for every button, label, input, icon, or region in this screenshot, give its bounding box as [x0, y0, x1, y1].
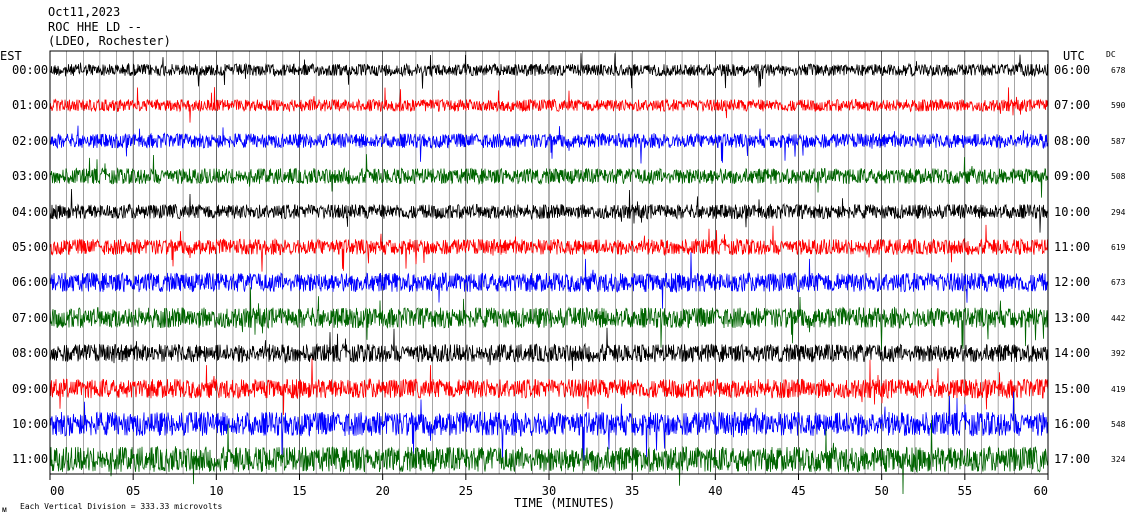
trace-row: [49, 87, 1049, 123]
trace-row: [49, 327, 1049, 371]
dc-value-label: 587: [1111, 136, 1126, 146]
dc-value-label: 673: [1111, 278, 1126, 288]
trace-row: [49, 125, 1049, 164]
utc-hour-label: 11:00: [1054, 240, 1091, 254]
x-axis-ticks: 00 05 10 15 20 25 30 35 40 45 50 55 60: [49, 474, 1049, 498]
dc-value-label: 508: [1111, 172, 1126, 182]
trace-row: [49, 391, 1049, 462]
logo-mark: ᴍ: [2, 505, 7, 514]
dc-value-label: 442: [1111, 313, 1126, 323]
trace-row: [49, 188, 1049, 233]
right-axis-label: UTC: [1063, 49, 1085, 63]
utc-hour-label: 14:00: [1054, 346, 1091, 361]
scale-note: Each Vertical Division = 333.33 microvol…: [20, 502, 223, 511]
x-tick-label: 15: [292, 484, 306, 498]
x-axis-title: TIME (MINUTES): [514, 496, 616, 510]
dc-value-label: 294: [1111, 207, 1126, 217]
trace-row: [49, 419, 1049, 495]
dc-value-label: 678: [1111, 66, 1126, 75]
est-hour-label: 10:00: [12, 417, 49, 431]
dc-value-label: 590: [1111, 101, 1126, 111]
trace-row: [49, 154, 1049, 198]
utc-hour-label: 17:00: [1054, 452, 1091, 467]
x-tick-label: 25: [459, 484, 473, 498]
utc-hour-label: 09:00: [1054, 169, 1091, 184]
header-network: (LDEO, Rochester): [48, 34, 171, 48]
x-tick-label: 30: [542, 484, 556, 498]
minute-gridlines: [66, 51, 1032, 474]
dc-value-label: 619: [1111, 243, 1126, 252]
est-hour-label: 07:00: [12, 310, 49, 325]
utc-hour-label: 13:00: [1054, 310, 1091, 325]
header-date: Oct11,2023: [48, 5, 121, 19]
utc-hour-label: 10:00: [1054, 204, 1091, 219]
x-tick-label: 05: [126, 484, 140, 498]
utc-hour-label: 15:00: [1054, 381, 1091, 396]
x-tick-label: 00: [50, 484, 64, 498]
trace-row: [49, 252, 1049, 309]
utc-hour-label: 12:00: [1054, 275, 1091, 290]
dc-value-label: 548: [1111, 420, 1126, 429]
utc-hour-label: 06:00: [1054, 63, 1091, 77]
utc-hour-label: 08:00: [1054, 133, 1091, 148]
dc-value-label: 419: [1111, 384, 1126, 394]
trace-row: [49, 287, 1049, 351]
x-tick-label: 60: [1034, 484, 1048, 498]
header-station: ROC HHE LD --: [48, 20, 142, 34]
seismic-traces: [49, 53, 1049, 495]
x-tick-label: 20: [375, 484, 389, 498]
est-hour-label: 01:00: [12, 98, 49, 113]
est-hour-label: 08:00: [12, 346, 49, 361]
est-hour-label: 06:00: [12, 275, 49, 290]
trace-row: [49, 358, 1049, 416]
est-hour-label: 00:00: [12, 63, 49, 77]
est-hour-label: 04:00: [12, 204, 49, 219]
trace-row: [49, 53, 1049, 89]
est-hour-label: 05:00: [12, 240, 49, 254]
x-tick-label: 50: [874, 484, 888, 498]
dc-value-label: 324: [1111, 455, 1126, 465]
x-tick-label: 45: [791, 484, 805, 498]
est-hour-label: 02:00: [12, 133, 49, 148]
x-tick-label: 40: [708, 484, 722, 498]
dc-value-label: 392: [1111, 349, 1126, 359]
x-tick-label: 35: [625, 484, 639, 498]
x-tick-label: 10: [209, 484, 223, 498]
est-hour-label: 09:00: [12, 381, 49, 396]
left-axis-label: EST: [0, 49, 22, 63]
x-tick-label: 55: [958, 484, 972, 498]
utc-hour-label: 16:00: [1054, 417, 1091, 431]
dc-column-label: DC: [1106, 50, 1116, 59]
trace-row: [49, 224, 1049, 272]
est-hour-label: 11:00: [12, 452, 49, 467]
est-hour-label: 03:00: [12, 169, 49, 184]
utc-hour-label: 07:00: [1054, 98, 1091, 113]
